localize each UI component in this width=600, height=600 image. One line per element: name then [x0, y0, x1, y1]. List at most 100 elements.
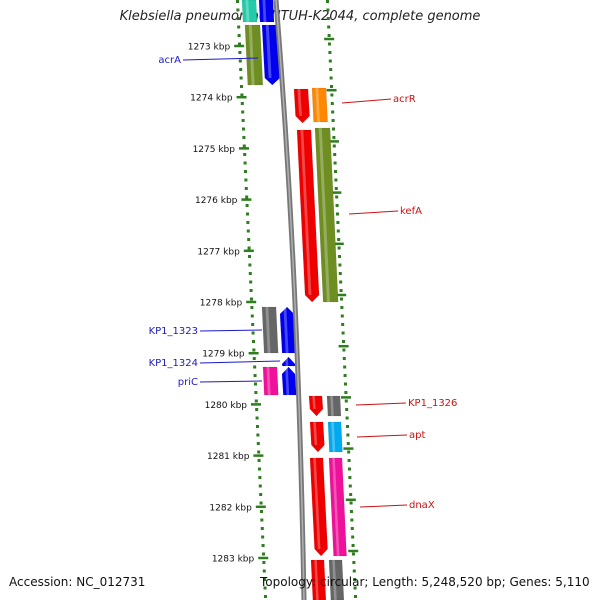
inner-tick-dot — [262, 561, 266, 564]
outer-tick-dot — [329, 68, 333, 71]
leader-apt — [356, 434, 408, 438]
inner-tick-dot — [240, 93, 244, 97]
feature-kp1-1323-grey — [261, 306, 279, 354]
inner-tick-dot — [239, 85, 243, 88]
inner-tick-dot — [239, 68, 243, 71]
kbp-tick-label: 1278 kbp — [200, 299, 243, 309]
outer-tick-dot — [341, 340, 345, 343]
outer-tick-dot — [330, 102, 334, 105]
feature-apt-highlight — [313, 422, 318, 445]
outer-tick-dot — [347, 467, 351, 471]
inner-tick-dot — [259, 510, 263, 513]
gene-label-reverse: KP1_1326 — [408, 398, 457, 409]
feature-bottom-grey-highlight — [332, 560, 337, 600]
outer-tick-dot — [349, 493, 353, 496]
feature-kefa — [296, 129, 320, 303]
outer-tick-dot — [351, 544, 355, 547]
inner-tick-dot — [255, 408, 259, 411]
feature-kefa-highlight — [300, 130, 312, 295]
outer-tick-dot — [332, 136, 336, 139]
inner-tick-dot — [256, 442, 260, 445]
feature-bottom-grey — [328, 559, 345, 600]
feature-dnax — [309, 457, 328, 557]
inner-tick-dot — [261, 552, 265, 556]
kbp-tick-label: 1280 kbp — [205, 401, 248, 411]
inner-tick-dot — [248, 263, 252, 267]
outer-tick-dot — [327, 42, 331, 46]
inner-tick-dot — [238, 59, 242, 63]
inner-tick-dot — [257, 467, 261, 471]
map-title: Klebsiella pneumoniae NTUH-K2044, comple… — [119, 9, 481, 24]
outer-tick-dot — [333, 161, 337, 165]
outer-tick-dot — [328, 59, 332, 63]
inner-tick-dot — [257, 450, 261, 454]
feature-pric-pink — [262, 366, 279, 396]
outer-tick-dot — [350, 518, 354, 522]
inner-tick-dot — [238, 51, 242, 54]
outer-tick-dot — [326, 0, 329, 3]
inner-tick-dot — [255, 425, 259, 428]
feature-apt — [309, 421, 325, 453]
kbp-tick-label: 1282 kbp — [209, 503, 252, 513]
gene-label-reverse: kefA — [400, 206, 422, 217]
inner-tick-dot — [243, 153, 247, 156]
outer-tick-dot — [337, 255, 341, 258]
feature-kp1-1324 — [281, 356, 296, 367]
inner-tick-dot — [241, 119, 245, 122]
outer-tick-dot — [331, 127, 335, 131]
inner-tick-dot — [242, 144, 246, 148]
outer-tick-dot — [348, 484, 352, 488]
outer-tick-dot — [348, 476, 352, 479]
outer-tick-dot — [343, 382, 347, 386]
inner-tick-dot — [241, 127, 245, 131]
inner-tick-dot — [245, 195, 249, 199]
gene-label-forward: KP1_1324 — [149, 358, 198, 369]
inner-tick-dot — [237, 25, 241, 29]
outer-tick-dot — [344, 391, 348, 394]
inner-tick-dot — [247, 238, 251, 241]
outer-tick-dot — [345, 425, 349, 428]
inner-tick-dot — [241, 110, 245, 114]
feature-acra-highlight — [265, 25, 272, 78]
inner-tick-dot — [245, 204, 249, 207]
genome-summary: Topology: circular; Length: 5,248,520 bp… — [260, 575, 590, 589]
inner-tick-dot — [249, 289, 253, 292]
feature-acra — [261, 24, 281, 86]
inner-tick-dot — [240, 102, 244, 105]
outer-tick-dot — [347, 459, 351, 462]
tick-ring — [236, 0, 357, 598]
inner-tick-dot — [257, 459, 261, 462]
outer-tick-dot — [350, 527, 354, 530]
feature-pric — [281, 366, 297, 396]
inner-tick-dot — [263, 586, 267, 590]
inner-tick-dot — [263, 578, 267, 581]
feature-acrr-orange-highlight — [315, 88, 320, 122]
outer-tick-dot — [352, 561, 356, 564]
outer-tick-dot — [336, 229, 340, 233]
kbp-tick-label: 1274 kbp — [190, 94, 233, 104]
outer-tick-dot — [351, 535, 355, 539]
inner-tick-dot — [242, 136, 246, 139]
inner-tick-dot — [251, 340, 255, 343]
inner-tick-dot — [262, 569, 266, 573]
leader-KP1_1323 — [199, 329, 263, 332]
outer-tick-dot — [343, 365, 347, 369]
outer-tick-dot — [352, 569, 356, 573]
feature-kefa-olive — [314, 127, 339, 303]
kbp-tick-label: 1277 kbp — [197, 247, 240, 257]
feature-kp1-1326-grey — [326, 395, 342, 417]
feature-kp1-1326-highlight — [312, 396, 316, 409]
outer-tick-dot — [326, 17, 330, 20]
leader-kefA — [348, 210, 399, 215]
outer-tick-dot — [328, 51, 332, 54]
inner-tick-dot — [256, 433, 260, 437]
gene-label-forward: priC — [178, 377, 198, 388]
gene-label-forward: acrA — [158, 55, 181, 66]
inner-tick-dot — [243, 170, 247, 173]
leader-priC — [199, 380, 263, 383]
feature-kp1-1324-highlight — [285, 357, 289, 366]
outer-tick-dot — [327, 25, 331, 29]
outer-tick-dot — [340, 306, 344, 309]
